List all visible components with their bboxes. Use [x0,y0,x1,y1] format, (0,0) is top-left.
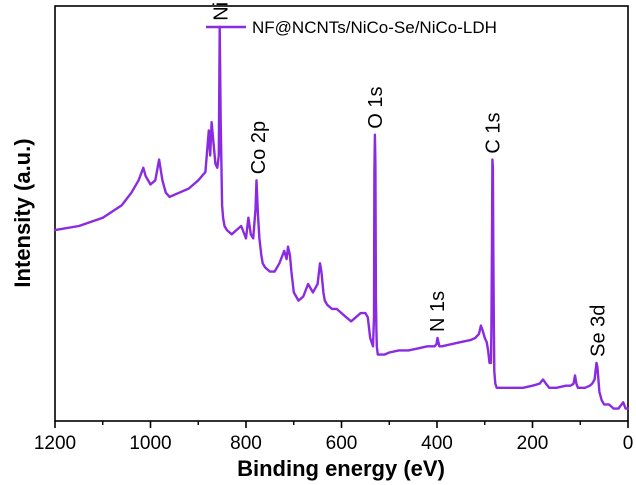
x-tick-label-1200: 1200 [34,433,76,454]
peak-label-o-1s: O 1s [365,86,387,128]
peak-label-ni-2p: Ni 2p [211,0,233,21]
x-tick-label-800: 800 [230,433,262,454]
x-tick-label-600: 600 [326,433,358,454]
y-axis-title: Intensity (a.u.) [10,138,35,287]
x-tick-label-1000: 1000 [129,433,171,454]
legend: NF@NCNTs/NiCo-Se/NiCo-LDH [206,18,497,37]
legend-label: NF@NCNTs/NiCo-Se/NiCo-LDH [252,18,497,37]
peak-label-co-2p: Co 2p [248,121,270,174]
x-tick-label-0: 0 [623,433,634,454]
x-axis-tick-labels: 1200 1000 800 600 400 200 0 [34,433,633,454]
peak-annotations: Ni 2p Co 2p O 1s N 1s C 1s Se 3d [211,0,610,357]
peak-label-n-1s: N 1s [427,291,449,332]
x-axis-ticks [54,421,629,428]
x-tick-label-400: 400 [421,433,453,454]
x-tick-label-200: 200 [517,433,549,454]
series-line-nf-ncnts [53,25,630,410]
x-axis-title: Binding energy (eV) [237,456,445,481]
peak-label-c-1s: C 1s [482,112,504,153]
peak-label-se-3d: Se 3d [587,305,609,357]
plot-frame [54,5,629,422]
